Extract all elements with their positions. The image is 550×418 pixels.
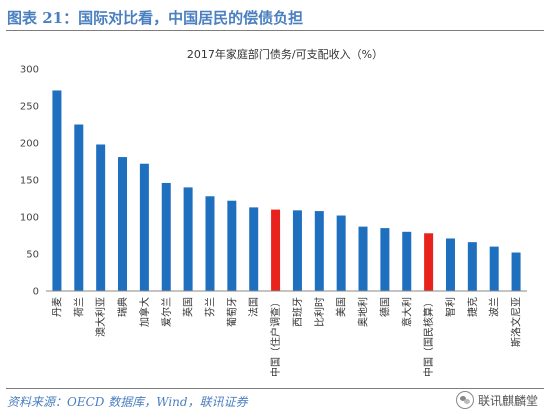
x-tick-label: 法国 — [247, 297, 260, 317]
x-tick-label: 荷兰 — [72, 297, 85, 317]
bar — [96, 144, 106, 291]
watermark-text: 联讯麒麟堂 — [477, 393, 538, 408]
x-tick-label: 德国 — [378, 297, 391, 317]
bar — [489, 246, 499, 291]
bar — [292, 210, 302, 291]
bar — [271, 209, 281, 291]
x-tick-label: 芬兰 — [203, 297, 216, 317]
y-tick-label: 100 — [20, 213, 39, 224]
bar — [161, 182, 171, 291]
figure-title: 图表 21：国际对比看，中国居民的偿债负担 — [7, 9, 304, 27]
x-tick-label: 爱尔兰 — [160, 297, 173, 327]
y-axis: 0 50 100 150 200 250 300 — [20, 65, 39, 298]
x-tick-label: 丹麦 — [51, 297, 63, 317]
x-tick-label: 美国 — [335, 297, 348, 317]
x-tick-label: 澳大利亚 — [94, 297, 107, 337]
bar — [139, 163, 149, 291]
x-axis-labels: 丹麦 荷兰 澳大利亚 瑞典 加拿大 爱尔兰 英国 芬兰 葡萄牙 法国 中国（住户调查） 西班牙 比利时美… — [51, 297, 522, 377]
chart-title: 2017年家庭部门债务/可支配收入（%） — [187, 47, 383, 61]
x-tick-label: 西班牙 — [292, 297, 304, 327]
x-tick-label: 斯洛文尼亚 — [510, 297, 523, 347]
top-rule — [6, 30, 544, 31]
bar — [249, 207, 259, 291]
x-tick-label: 奥地利 — [357, 297, 370, 327]
watermark: 联讯麒麟堂 — [455, 391, 538, 409]
x-tick-label: 捷克 — [466, 297, 479, 317]
bar — [205, 196, 215, 291]
x-tick-label: 中国（国民核算） — [422, 297, 435, 377]
x-tick-label: 智利 — [444, 297, 457, 317]
y-tick-label: 200 — [20, 139, 39, 150]
y-tick-label: 300 — [20, 65, 39, 76]
y-tick-label: 250 — [20, 102, 39, 113]
bar — [227, 200, 237, 291]
bars — [52, 90, 521, 292]
x-tick-label: 比利时 — [314, 297, 326, 327]
x-tick-label: 波兰 — [488, 297, 501, 317]
bar — [52, 90, 62, 292]
bar — [183, 187, 193, 291]
bar — [511, 252, 521, 291]
bar — [467, 242, 477, 291]
bar — [74, 124, 84, 291]
bar-chart: 2017年家庭部门债务/可支配收入（%） 050100150200250300 … — [20, 47, 527, 377]
bar — [380, 228, 390, 291]
x-tick-label: 英国 — [182, 297, 195, 317]
bar — [445, 238, 455, 291]
bar — [314, 211, 324, 291]
bar — [118, 157, 128, 291]
bar — [336, 215, 346, 291]
bar — [424, 233, 434, 291]
x-tick-label: 瑞典 — [116, 297, 129, 317]
x-tick-label: 中国（住户调查） — [269, 297, 282, 377]
source-note: 资料来源：OECD 数据库，Wind，联讯证券 — [7, 395, 248, 409]
bar — [358, 226, 368, 291]
y-tick-label: 50 — [26, 250, 39, 261]
x-tick-label: 意大利 — [400, 297, 413, 327]
bar — [402, 231, 412, 291]
bottom-rule — [6, 388, 544, 389]
x-tick-label: 葡萄牙 — [225, 297, 238, 327]
y-tick-label: 0 — [33, 287, 39, 298]
x-tick-label: 加拿大 — [138, 297, 151, 327]
y-tick-label: 150 — [20, 176, 39, 187]
wechat-icon — [455, 391, 474, 409]
